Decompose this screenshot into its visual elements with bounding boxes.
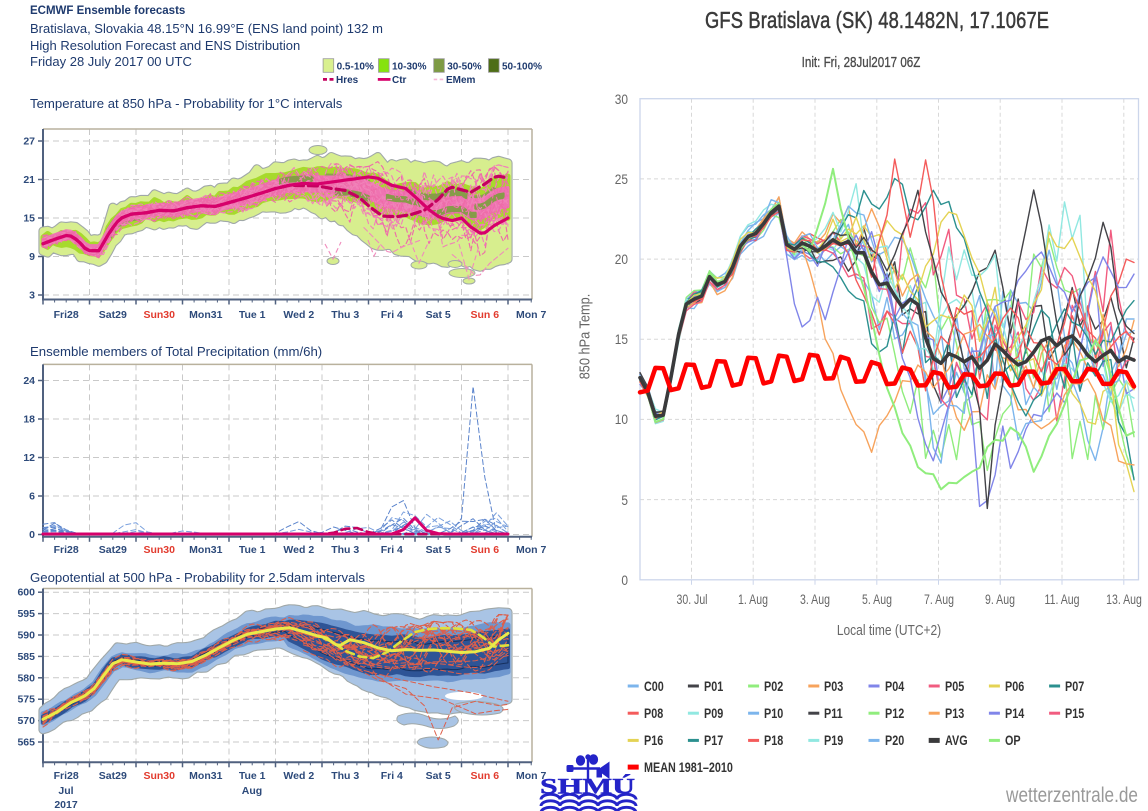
svg-text:575: 575	[17, 694, 35, 706]
svg-text:Fri28: Fri28	[54, 770, 79, 782]
svg-text:10-30%: 10-30%	[392, 62, 427, 73]
svg-text:Tue 1: Tue 1	[239, 544, 266, 556]
svg-text:570: 570	[17, 715, 35, 727]
svg-text:585: 585	[17, 651, 35, 663]
svg-text:Tue 1: Tue 1	[239, 309, 266, 321]
svg-text:24: 24	[23, 375, 35, 387]
svg-text:Fri28: Fri28	[54, 309, 79, 321]
svg-text:Hres: Hres	[336, 75, 359, 86]
svg-text:565: 565	[17, 737, 35, 749]
svg-text:18: 18	[23, 414, 35, 426]
svg-text:6: 6	[29, 491, 35, 503]
svg-text:Sun 6: Sun 6	[471, 544, 500, 556]
svg-text:Geopotential at 500 hPa - Prob: Geopotential at 500 hPa - Probability fo…	[30, 570, 365, 585]
svg-text:30-50%: 30-50%	[447, 62, 482, 73]
svg-text:Wed 2: Wed 2	[283, 770, 314, 782]
svg-text:EMem: EMem	[446, 75, 476, 86]
svg-text:Sat 5: Sat 5	[426, 770, 451, 782]
svg-text:Sun30: Sun30	[143, 544, 175, 556]
svg-text:Jul: Jul	[58, 785, 73, 797]
svg-text:Sun 6: Sun 6	[471, 309, 500, 321]
svg-text:2017: 2017	[54, 799, 78, 811]
svg-text:Mon 7: Mon 7	[516, 309, 546, 321]
svg-text:Mon 7: Mon 7	[516, 770, 546, 782]
svg-text:Mon31: Mon31	[189, 770, 222, 782]
svg-text:Sat 5: Sat 5	[426, 309, 451, 321]
svg-text:15: 15	[23, 213, 35, 225]
svg-text:Fri28: Fri28	[54, 544, 79, 556]
svg-text:27: 27	[23, 136, 35, 148]
svg-text:50-100%: 50-100%	[502, 62, 542, 73]
svg-text:Fri 4: Fri 4	[381, 309, 403, 321]
svg-text:Sat29: Sat29	[99, 309, 127, 321]
svg-text:Sun 6: Sun 6	[471, 770, 500, 782]
svg-text:Ensemble members of Total Prec: Ensemble members of Total Precipitation …	[30, 344, 322, 359]
svg-text:Mon 7: Mon 7	[516, 544, 546, 556]
svg-text:0: 0	[29, 529, 35, 541]
svg-text:Ctr: Ctr	[392, 75, 407, 86]
svg-text:Sun30: Sun30	[143, 770, 175, 782]
svg-text:Sun30: Sun30	[143, 309, 175, 321]
svg-text:Wed 2: Wed 2	[283, 544, 314, 556]
svg-text:Aug: Aug	[242, 785, 262, 797]
svg-text:Mon31: Mon31	[189, 309, 222, 321]
svg-text:590: 590	[17, 630, 35, 642]
svg-text:12: 12	[23, 452, 35, 464]
svg-text:Mon31: Mon31	[189, 544, 222, 556]
svg-text:Tue 1: Tue 1	[239, 770, 266, 782]
svg-text:Sat29: Sat29	[99, 544, 127, 556]
svg-text:Thu 3: Thu 3	[331, 544, 359, 556]
svg-text:Thu 3: Thu 3	[331, 309, 359, 321]
svg-text:Temperature at 850 hPa - Proba: Temperature at 850 hPa - Probability for…	[30, 96, 343, 111]
svg-text:9: 9	[29, 251, 35, 263]
svg-text:Fri 4: Fri 4	[381, 544, 403, 556]
svg-text:580: 580	[17, 672, 35, 684]
svg-text:Sat29: Sat29	[99, 770, 127, 782]
svg-text:Wed 2: Wed 2	[283, 309, 314, 321]
svg-text:0.5-10%: 0.5-10%	[337, 62, 374, 73]
svg-text:Fri 4: Fri 4	[381, 770, 403, 782]
svg-text:Thu 3: Thu 3	[331, 770, 359, 782]
svg-text:600: 600	[17, 587, 35, 599]
svg-text:595: 595	[17, 608, 35, 620]
svg-text:21: 21	[23, 174, 35, 186]
svg-text:Sat 5: Sat 5	[426, 544, 451, 556]
svg-text:3: 3	[29, 290, 35, 302]
